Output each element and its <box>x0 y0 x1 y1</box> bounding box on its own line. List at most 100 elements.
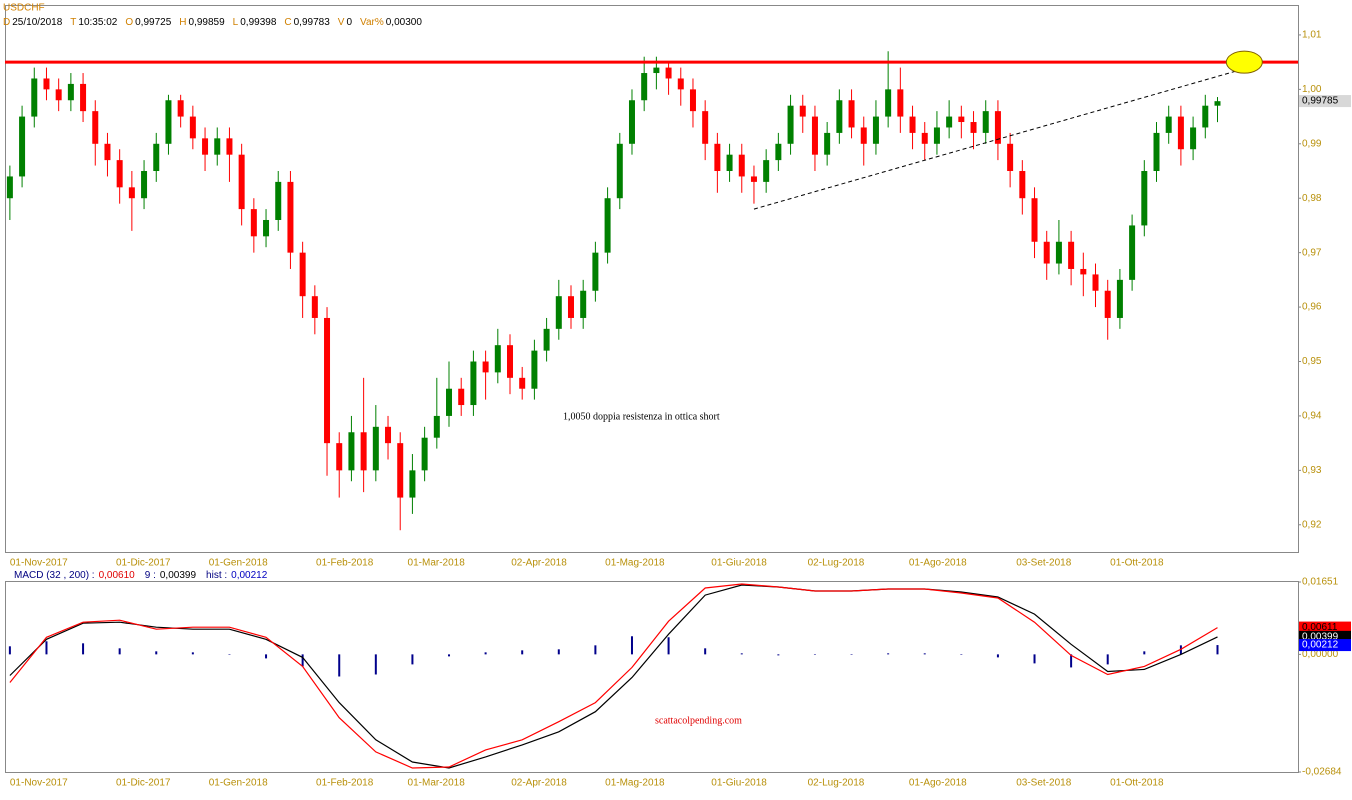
candle-body <box>946 116 953 128</box>
candle-body <box>750 176 757 182</box>
x-tick-label: 02-Lug-2018 <box>808 558 865 569</box>
candle-body <box>1190 127 1197 150</box>
histogram-bar <box>850 654 853 655</box>
info-value: 0,99398 <box>240 17 277 28</box>
histogram-bar <box>8 646 11 655</box>
x-tick-label: 01-Ott-2018 <box>1110 778 1164 789</box>
macd-header-value: 0,00399 <box>160 570 197 581</box>
info-value: 0,99859 <box>189 17 226 28</box>
y-tick-label: 0,92 <box>1302 519 1322 530</box>
candle-body <box>592 252 599 291</box>
histogram-bar <box>82 643 85 655</box>
candle-body <box>80 83 87 112</box>
info-value: 0 <box>346 17 352 28</box>
candle-body <box>714 143 721 172</box>
histogram-bar <box>960 654 963 655</box>
candle-body <box>433 415 440 438</box>
x-tick-label: 01-Ago-2018 <box>909 558 967 569</box>
candle-body <box>31 78 38 117</box>
candle-body <box>1153 132 1160 172</box>
info-key: Var% <box>360 17 384 28</box>
histogram-bar <box>704 648 707 655</box>
candle-body <box>994 111 1001 144</box>
candle-body <box>775 143 782 161</box>
candle-body <box>702 111 709 144</box>
candle-body <box>1177 116 1184 150</box>
candle-body <box>933 127 940 144</box>
x-tick-label: 01-Gen-2018 <box>209 778 268 789</box>
candle-body <box>958 116 965 123</box>
candle-body <box>336 443 343 471</box>
highlight-circle <box>1225 50 1263 74</box>
candle-body <box>1043 241 1050 264</box>
candle-body <box>43 78 50 90</box>
y-tick-label: 1,01 <box>1302 30 1322 41</box>
macd-header-value: 0,00610 <box>99 570 136 581</box>
histogram-bar <box>228 654 231 655</box>
candle-body <box>982 111 989 133</box>
candle-body <box>104 143 111 161</box>
candle-body <box>531 350 538 389</box>
candle-body <box>311 296 318 318</box>
candle-body <box>763 160 770 182</box>
candle-body <box>543 328 550 351</box>
x-tick-label: 03-Set-2018 <box>1016 558 1071 569</box>
candle-body <box>372 426 379 471</box>
histogram-bar <box>1143 651 1146 655</box>
candle-body <box>421 437 428 471</box>
x-tick-label: 01-Giu-2018 <box>711 778 767 789</box>
candle-body <box>177 100 184 117</box>
last-price-box <box>1299 95 1351 108</box>
candle-body <box>348 432 355 471</box>
x-tick-label: 01-Mag-2018 <box>605 778 665 789</box>
candle-body <box>1007 143 1014 172</box>
candle-body <box>250 209 257 237</box>
candle-body <box>1031 198 1038 242</box>
candle-body <box>397 443 404 498</box>
histogram-bar <box>887 653 890 655</box>
x-tick-label: 02-Lug-2018 <box>808 778 865 789</box>
histogram-bar <box>740 653 743 655</box>
candle-body <box>885 89 892 117</box>
candle-body <box>1080 268 1087 275</box>
macd-header-value: 0,00212 <box>231 570 268 581</box>
histogram-bar <box>155 651 158 655</box>
candle-body <box>616 143 623 199</box>
histogram-bar <box>374 654 377 675</box>
histogram-bar <box>411 654 414 665</box>
histogram-bar <box>557 649 560 655</box>
candle-body <box>165 100 172 144</box>
y-tick-label: -0,02684 <box>1302 767 1342 778</box>
candle-body <box>1141 171 1148 226</box>
value-box-label: 0,00399 <box>1302 632 1339 643</box>
x-tick-label: 01-Mag-2018 <box>605 558 665 569</box>
macd-header-key: MACD (32 , 200) : <box>14 570 95 581</box>
candle-body <box>1202 105 1209 128</box>
x-tick-label: 02-Apr-2018 <box>511 558 567 569</box>
candle-body <box>299 252 306 297</box>
histogram-bar <box>338 654 341 677</box>
candle-body <box>238 154 245 210</box>
candle-body <box>275 181 282 220</box>
info-key: T <box>70 17 76 28</box>
candle-body <box>653 67 660 74</box>
candle-body <box>324 317 331 444</box>
histogram-bar <box>813 654 816 655</box>
y-tick-label: 0,01651 <box>1302 577 1339 588</box>
candle-body <box>1165 116 1172 133</box>
candle-body <box>665 67 672 79</box>
histogram-bar <box>923 653 926 655</box>
x-tick-label: 01-Ago-2018 <box>909 778 967 789</box>
macd-line <box>9 583 1218 769</box>
histogram-bar <box>118 648 121 655</box>
x-tick-label: 03-Set-2018 <box>1016 778 1071 789</box>
candle-body <box>567 296 574 318</box>
histogram-bar <box>1070 654 1073 668</box>
symbol-title: USDCHF <box>3 3 45 14</box>
x-tick-label: 01-Mar-2018 <box>408 778 466 789</box>
candle-body <box>360 432 367 471</box>
candle-body <box>580 290 587 318</box>
last-price-label: 0,99785 <box>1302 96 1339 107</box>
y-tick-label: 0,93 <box>1302 465 1322 476</box>
candle-body <box>519 377 526 389</box>
